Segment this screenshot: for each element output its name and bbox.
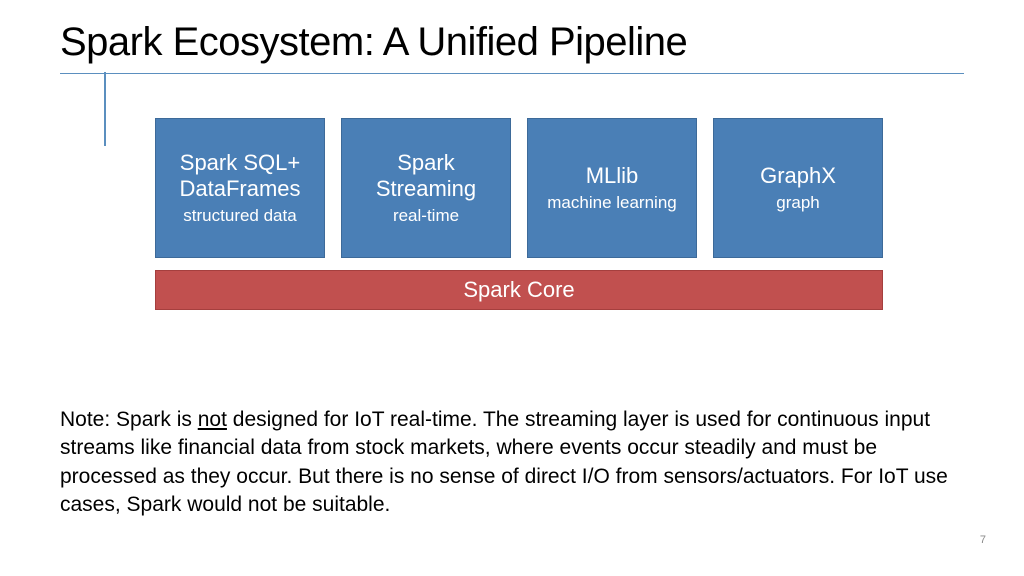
note-paragraph: Note: Spark is not designed for IoT real… <box>60 406 970 519</box>
component-box-subtitle: real-time <box>383 206 469 226</box>
note-underlined: not <box>198 408 227 431</box>
component-box-subtitle: graph <box>766 193 829 213</box>
note-prefix: Note: Spark is <box>60 408 198 431</box>
component-box-0: Spark SQL+ DataFrames structured data <box>155 118 325 258</box>
title-block: Spark Ecosystem: A Unified Pipeline <box>60 20 964 74</box>
component-box-title: MLlib <box>576 163 649 189</box>
component-box-subtitle: machine learning <box>537 193 686 213</box>
accent-vertical-line <box>104 72 106 146</box>
component-box-2: MLlib machine learning <box>527 118 697 258</box>
title-underline <box>60 73 964 74</box>
component-box-title: Spark Streaming <box>342 150 510 202</box>
component-box-3: GraphX graph <box>713 118 883 258</box>
component-box-1: Spark Streaming real-time <box>341 118 511 258</box>
slide: Spark Ecosystem: A Unified Pipeline Spar… <box>0 0 1024 576</box>
component-box-title: Spark SQL+ DataFrames <box>156 150 324 202</box>
spark-core-bar: Spark Core <box>155 270 883 310</box>
component-box-title: GraphX <box>750 163 846 189</box>
spark-core-label: Spark Core <box>463 277 574 303</box>
page-number: 7 <box>980 534 986 546</box>
component-boxes-row: Spark SQL+ DataFramesstructured dataSpar… <box>155 118 883 258</box>
component-box-subtitle: structured data <box>173 206 306 226</box>
slide-title: Spark Ecosystem: A Unified Pipeline <box>60 20 964 65</box>
